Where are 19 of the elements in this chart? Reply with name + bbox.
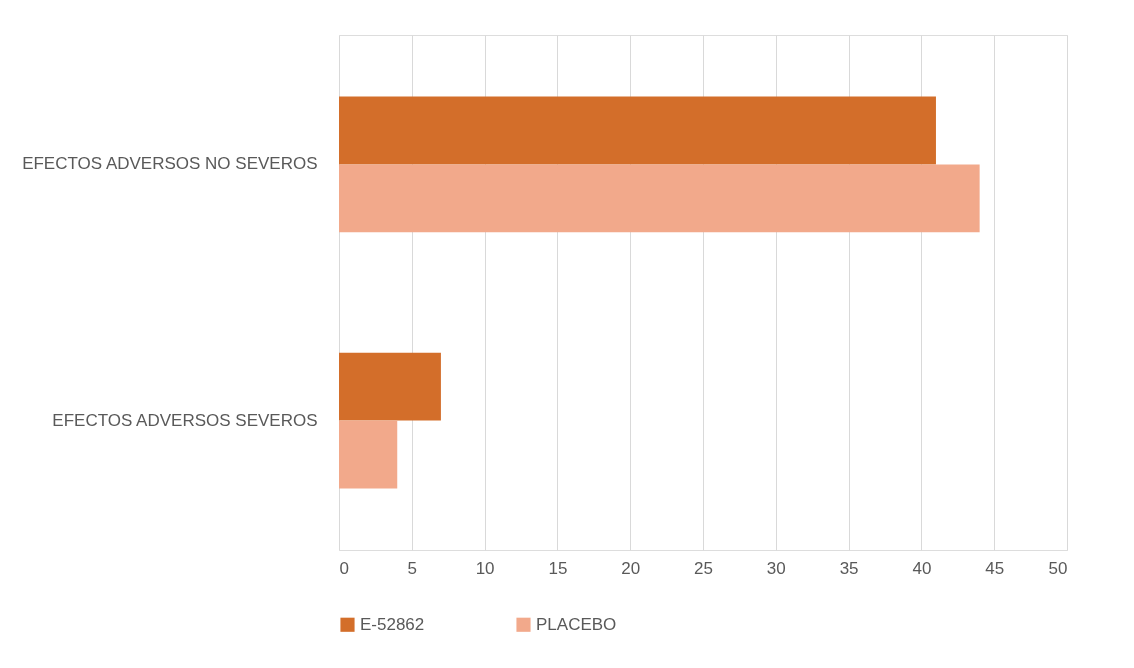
bar bbox=[339, 96, 936, 165]
x-tick-label: 10 bbox=[475, 558, 495, 578]
legend-label: PLACEBO bbox=[536, 614, 617, 634]
x-tick-label: 5 bbox=[407, 558, 418, 578]
legend-label: E-52862 bbox=[360, 614, 425, 634]
x-tick-label: 20 bbox=[621, 558, 641, 578]
y-tick-label: EFECTOS ADVERSOS SEVEROS bbox=[52, 410, 318, 430]
x-tick-label: 15 bbox=[548, 558, 568, 578]
bar bbox=[339, 420, 398, 489]
x-tick-label: 35 bbox=[839, 558, 859, 578]
bar bbox=[339, 164, 980, 233]
x-tick-label: 0 bbox=[339, 558, 349, 578]
x-tick-label: 30 bbox=[766, 558, 786, 578]
x-tick-label: 25 bbox=[694, 558, 713, 578]
bar bbox=[339, 352, 441, 421]
x-tick-label: 45 bbox=[985, 558, 1005, 578]
x-tick-label: 40 bbox=[912, 558, 932, 578]
y-tick-label: EFECTOS ADVERSOS NO SEVEROS bbox=[22, 154, 318, 174]
x-tick-label: 50 bbox=[1048, 558, 1068, 578]
